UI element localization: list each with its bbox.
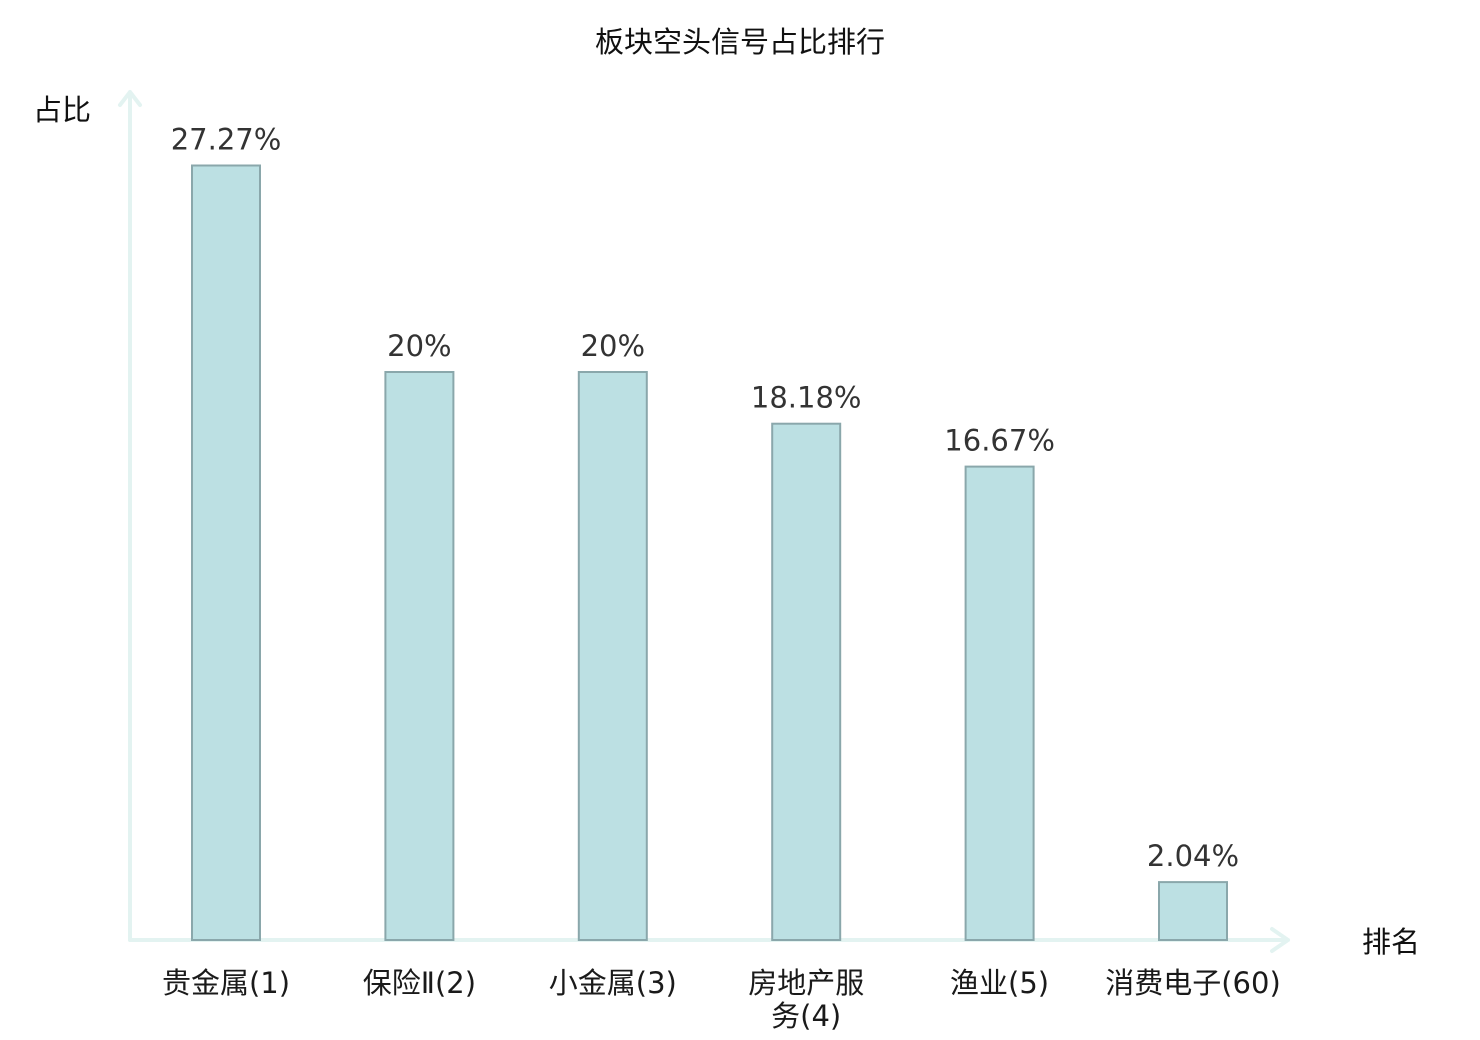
x-tick-label-line: 保险Ⅱ(2) — [363, 966, 476, 1000]
x-tick-label-line: 小金属(3) — [549, 966, 677, 1000]
axes — [118, 90, 1290, 953]
x-tick-label-line: 渔业(5) — [950, 966, 1049, 1000]
x-tick-label-0: 贵金属(1) — [162, 966, 290, 1000]
y-axis-label: 占比 — [33, 93, 91, 127]
value-label-2: 20% — [581, 329, 645, 363]
x-axis — [128, 927, 1290, 953]
bar-5 — [1158, 881, 1228, 941]
bar-2 — [577, 371, 648, 941]
value-label-4: 16.67% — [944, 424, 1055, 458]
x-tick-label-4: 渔业(5) — [950, 966, 1049, 1000]
x-tick-label-line: 务(4) — [771, 999, 841, 1033]
bars-group — [191, 164, 1228, 941]
x-tick-labels-group: 贵金属(1) 保险Ⅱ(2) 小金属(3) 房地产服务(4) 渔业(5) 消费电子(60) — [162, 966, 1281, 1033]
value-label-5: 2.04% — [1147, 839, 1239, 873]
x-tick-label-line: 消费电子(60) — [1105, 966, 1281, 1000]
value-label-3: 18.18% — [751, 381, 862, 415]
y-axis — [118, 90, 142, 942]
x-tick-label-3: 房地产服务(4) — [748, 966, 864, 1033]
x-tick-label-line: 房地产服 — [748, 966, 864, 1000]
x-tick-label-5: 消费电子(60) — [1105, 966, 1281, 1000]
value-label-0: 27.27% — [171, 123, 282, 157]
value-label-1: 20% — [387, 329, 451, 363]
x-axis-label: 排名 — [1362, 925, 1420, 959]
bar-4 — [964, 465, 1035, 941]
chart-title: 板块空头信号占比排行 — [595, 25, 885, 59]
x-tick-label-2: 小金属(3) — [549, 966, 677, 1000]
value-labels-group: 27.27% 20% 20% 18.18% 16.67% 2.04% — [171, 123, 1239, 874]
bar-0 — [191, 164, 261, 941]
bar-3 — [771, 422, 842, 941]
bar-1 — [384, 371, 455, 941]
x-tick-label-1: 保险Ⅱ(2) — [363, 966, 476, 1000]
x-tick-label-line: 贵金属(1) — [162, 966, 290, 1000]
